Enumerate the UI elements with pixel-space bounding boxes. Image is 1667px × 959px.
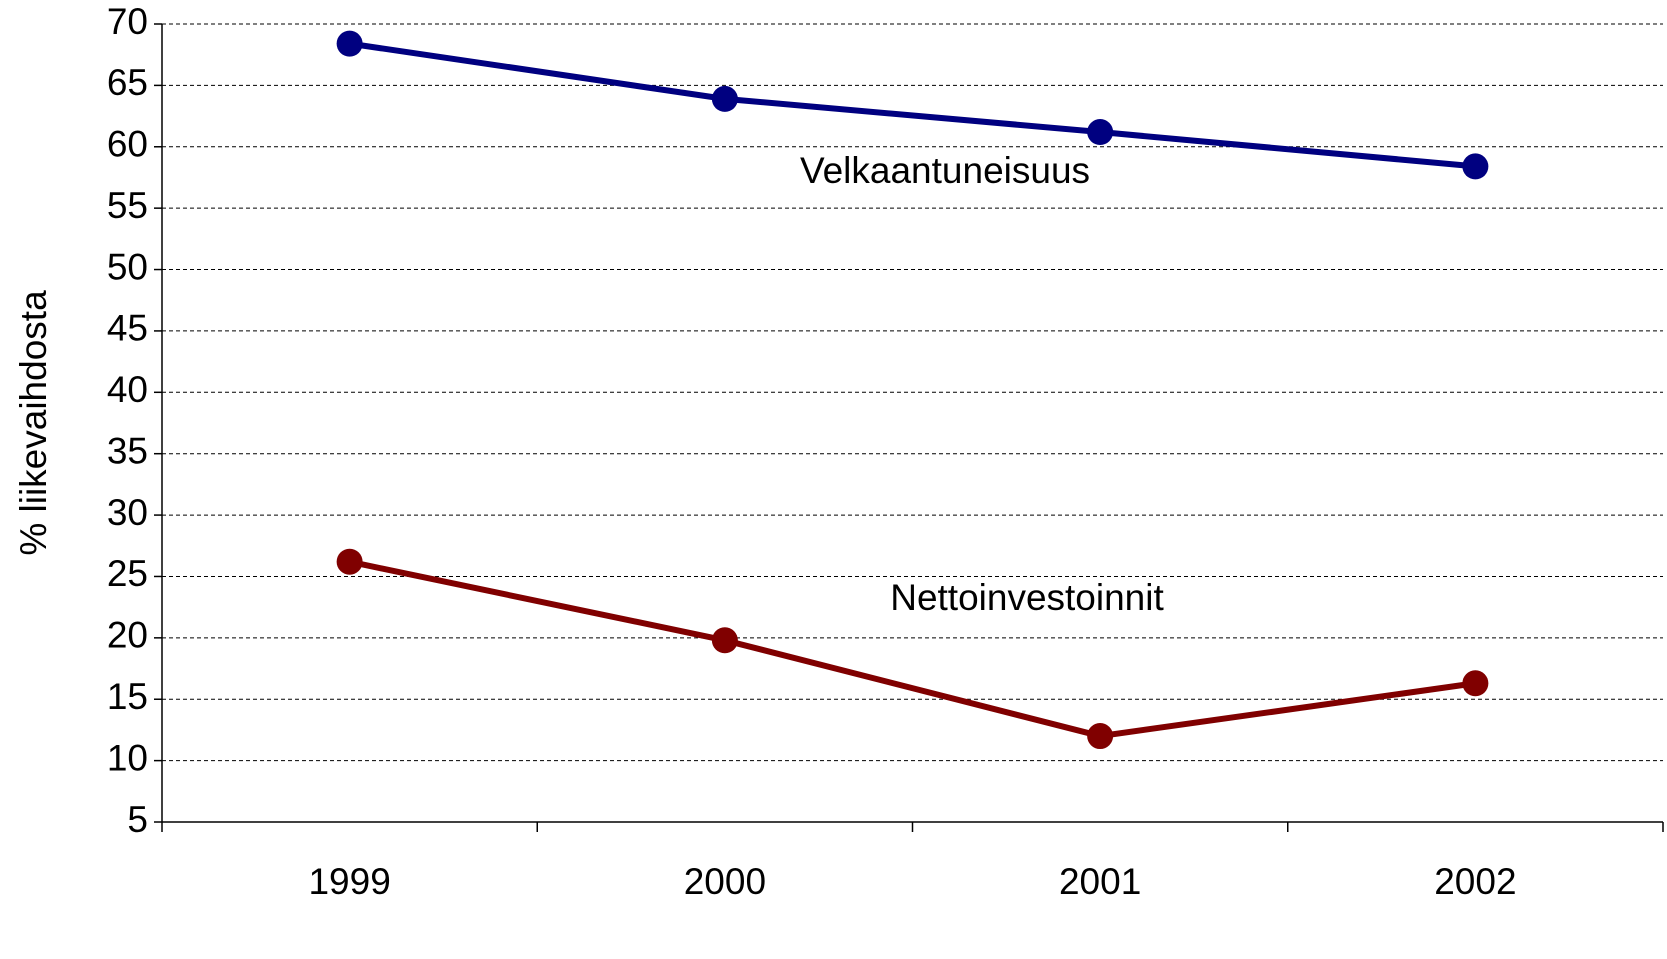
series-line — [349, 558, 1476, 740]
data-point — [1462, 670, 1489, 697]
y-tick-label: 15 — [107, 676, 148, 717]
series-line — [349, 40, 1476, 170]
series-label: Velkaantuneisuus — [800, 150, 1090, 191]
y-tick-label: 70 — [107, 1, 148, 42]
data-point — [711, 85, 738, 112]
y-tick-label: 45 — [107, 308, 148, 349]
y-tick-label: 40 — [107, 369, 148, 410]
y-tick-label: 20 — [107, 615, 148, 656]
data-point — [1087, 723, 1114, 750]
data-point — [1087, 119, 1114, 146]
y-axis-label: % liikevaihdosta — [13, 290, 54, 556]
y-tick-label: 55 — [107, 185, 148, 226]
y-tick-label: 10 — [107, 737, 148, 778]
y-tick-label: 35 — [107, 430, 148, 471]
y-tick-label: 25 — [107, 553, 148, 594]
data-point — [711, 627, 738, 654]
x-tick-label: 2002 — [1434, 861, 1516, 902]
data-point — [336, 30, 363, 57]
x-tick-label: 2001 — [1059, 861, 1141, 902]
y-tick-label: 5 — [127, 799, 148, 840]
x-tick-label: 2000 — [684, 861, 766, 902]
data-point — [1462, 153, 1489, 180]
y-tick-label: 30 — [107, 492, 148, 533]
y-tick-label: 50 — [107, 246, 148, 287]
series-label: Nettoinvestoinnit — [890, 577, 1164, 618]
y-tick-label: 60 — [107, 124, 148, 165]
y-tick-label: 65 — [107, 62, 148, 103]
x-tick-label: 1999 — [308, 861, 390, 902]
data-point — [336, 548, 363, 575]
